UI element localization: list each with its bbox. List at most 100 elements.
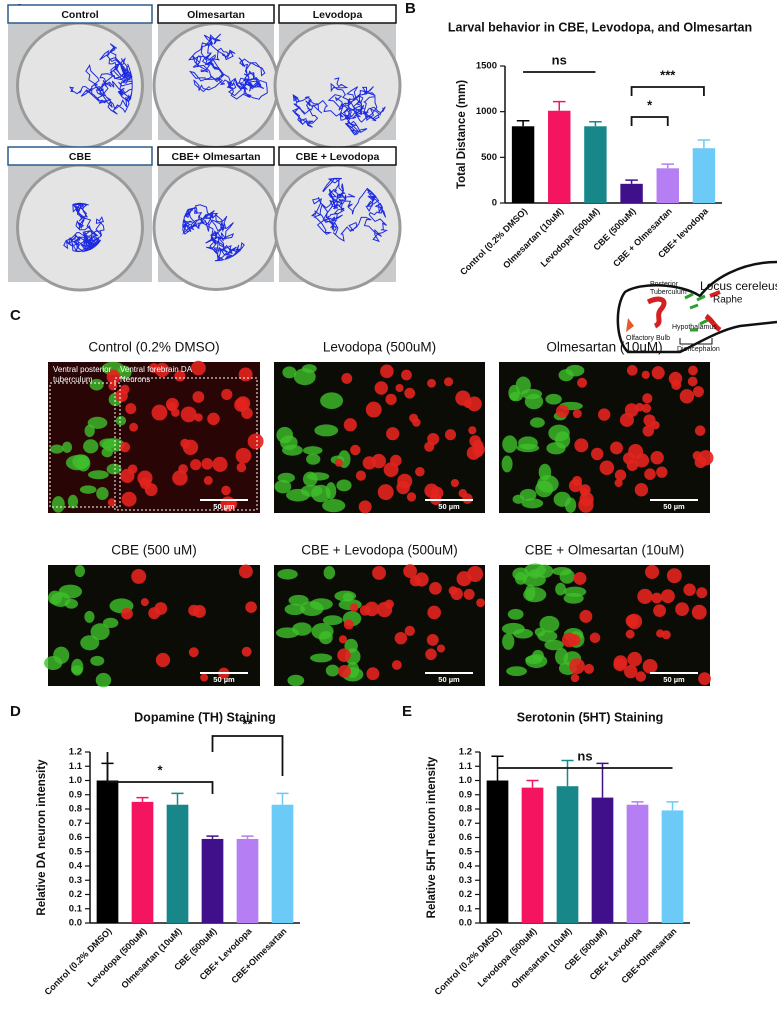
green-cell: [325, 482, 337, 500]
green-cell: [529, 568, 541, 579]
green-cell: [521, 498, 544, 509]
red-cell: [151, 404, 168, 421]
red-cell: [584, 663, 595, 674]
red-cell: [697, 450, 714, 466]
red-cell: [131, 568, 147, 584]
brain-label: Diencephalon: [677, 346, 720, 353]
green-cell: [80, 635, 100, 651]
track-tag: Levodopa: [313, 9, 363, 21]
red-cell: [579, 609, 593, 623]
red-cell: [343, 619, 354, 630]
green-cell: [539, 615, 560, 633]
red-cell: [644, 468, 656, 480]
green-cell: [538, 463, 552, 481]
bar: [692, 148, 716, 203]
micrograph: [48, 565, 260, 686]
red-cell: [573, 572, 587, 585]
red-cell: [651, 366, 665, 380]
x-tick-label: Control (0.2% DMSO): [43, 926, 114, 997]
red-cell: [626, 365, 638, 376]
red-cell: [207, 412, 220, 426]
red-cell: [591, 447, 604, 461]
green-cell: [537, 630, 558, 642]
brain-label: Locus cereleus: [700, 279, 777, 293]
green-cell: [115, 415, 127, 426]
green-cell: [535, 480, 554, 498]
y-tick-label: 0.7: [459, 818, 472, 829]
y-tick-label: 1.0: [69, 775, 82, 786]
error-bar: [666, 801, 679, 811]
green-cell: [507, 608, 524, 620]
red-cell: [188, 604, 200, 617]
red-cell: [589, 632, 601, 644]
red-cell: [383, 462, 399, 478]
y-tick-label: 0.0: [459, 918, 472, 929]
red-cell: [355, 470, 367, 481]
track: [187, 33, 268, 100]
significance-label: *: [157, 762, 163, 777]
green-cell: [311, 623, 334, 640]
green-cell: [83, 439, 99, 454]
track-tag: Control: [61, 9, 98, 21]
bar: [271, 804, 294, 923]
significance-bracket: [630, 86, 705, 96]
red-cell: [374, 381, 388, 395]
red-cell: [628, 443, 644, 459]
y-tick-label: 1.1: [69, 761, 83, 772]
y-tick-label: 1500: [476, 61, 497, 72]
red-cell: [476, 598, 485, 608]
micrograph-title: CBE + Levodopa (500uM): [301, 543, 457, 558]
bar: [201, 838, 224, 923]
red-cell: [467, 565, 484, 582]
red-cell: [572, 475, 583, 486]
green-cell: [323, 566, 336, 580]
red-cell: [579, 492, 594, 507]
x-tick-label: Control (0.2% DMSO): [433, 926, 504, 997]
green-cell: [282, 366, 297, 379]
red-cell: [650, 420, 660, 430]
brain-label: Posterior: [650, 281, 679, 288]
bar: [166, 804, 189, 923]
green-cell: [525, 655, 543, 664]
red-cell: [642, 658, 658, 674]
red-cell: [338, 664, 351, 678]
green-cell: [322, 499, 346, 513]
significance-label: ns: [577, 748, 592, 763]
green-cell: [62, 441, 73, 453]
red-cell: [385, 393, 397, 406]
x-tick-label: Olmesartan (10uM): [501, 206, 565, 270]
green-cell: [275, 627, 299, 639]
red-cell: [660, 589, 675, 604]
green-cell: [564, 497, 577, 513]
significance-label: ns: [552, 52, 567, 67]
red-cell: [427, 378, 436, 388]
brain-label: Olfactory Bulb: [626, 335, 670, 342]
red-cell: [429, 581, 442, 595]
green-cell: [512, 494, 525, 504]
track-tag-box: [7, 4, 153, 24]
red-cell: [653, 604, 666, 618]
green-cell: [293, 368, 316, 386]
red-cell: [350, 444, 361, 456]
red-cell: [121, 491, 137, 507]
track-tag-box: [278, 4, 397, 24]
track-tag-box: [278, 146, 397, 166]
red-cell: [236, 462, 247, 473]
red-cell: [687, 376, 698, 387]
panel-label: D: [10, 703, 21, 720]
y-tick-label: 0.6: [459, 832, 472, 843]
green-cell: [65, 455, 90, 471]
track-tag: Olmesartan: [187, 9, 245, 21]
red-cell: [426, 634, 439, 646]
inset-label: Ventral forebrain DA: [120, 365, 193, 374]
red-cell: [192, 391, 205, 403]
error-bar: [561, 759, 574, 787]
red-cell: [337, 648, 351, 662]
red-cell: [577, 377, 588, 388]
chart-title: Serotonin (5HT) Staining: [517, 710, 664, 724]
y-tick-label: 0.2: [69, 889, 82, 900]
y-tick-label: 0: [492, 198, 497, 209]
inset-box: [49, 382, 121, 508]
red-cell: [343, 418, 357, 432]
